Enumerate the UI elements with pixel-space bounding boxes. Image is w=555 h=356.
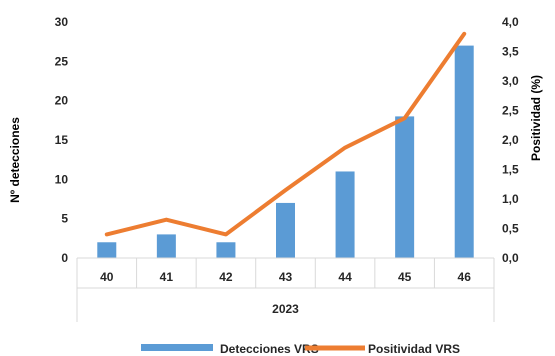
bar [335, 171, 355, 258]
right-axis-ticks: 0,0 0,5 1,0 1,5 2,0 2,5 3,0 3,5 4,0 [502, 15, 519, 265]
y2-tick-label: 0,0 [502, 251, 519, 265]
y2-tick-label: 0,5 [502, 222, 519, 236]
y2-tick-label: 2,5 [502, 104, 519, 118]
y2-tick-label: 2,0 [502, 133, 519, 147]
y-tick-label: 25 [55, 54, 69, 68]
bar [156, 234, 176, 258]
y-tick-label: 15 [55, 133, 69, 147]
y2-tick-label: 1,0 [502, 192, 519, 206]
y-tick-label: 5 [61, 212, 68, 226]
legend-line-label: Positividad VRS [368, 342, 460, 356]
legend-bar-swatch [141, 344, 213, 351]
bar [216, 242, 236, 258]
y2-tick-label: 4,0 [502, 15, 519, 29]
x-tick-label: 43 [279, 270, 293, 284]
bar-series [97, 45, 474, 259]
x-tick-label: 41 [160, 270, 174, 284]
x-tick-label: 45 [398, 270, 412, 284]
x-tick-label: 44 [338, 270, 352, 284]
bar [276, 202, 295, 258]
y-tick-label: 20 [55, 94, 69, 108]
y-tick-label: 30 [55, 15, 69, 29]
bar [395, 116, 415, 259]
category-axis: 40 41 42 43 44 45 46 2023 [76, 257, 495, 322]
x-tick-label: 42 [219, 270, 233, 284]
y-tick-label: 10 [55, 172, 69, 186]
y2-tick-label: 3,0 [502, 74, 519, 88]
series-line [104, 31, 467, 237]
left-axis-ticks: 0 5 10 15 20 25 30 [55, 15, 69, 265]
line-series [104, 31, 467, 237]
x-group-label: 2023 [272, 302, 299, 316]
y2-tick-label: 1,5 [502, 163, 519, 177]
bar [97, 242, 117, 258]
y-axis-title: Nº detecciones [8, 117, 22, 203]
y-tick-label: 0 [61, 251, 68, 265]
y2-axis-title: Positividad (%) [529, 75, 543, 161]
y2-tick-label: 3,5 [502, 45, 519, 59]
x-tick-label: 46 [458, 270, 472, 284]
bar [454, 45, 474, 258]
legend-bar-label: Detecciones VRS [220, 342, 319, 356]
legend: Detecciones VRS Positividad VRS [141, 342, 460, 356]
x-tick-label: 40 [100, 270, 114, 284]
